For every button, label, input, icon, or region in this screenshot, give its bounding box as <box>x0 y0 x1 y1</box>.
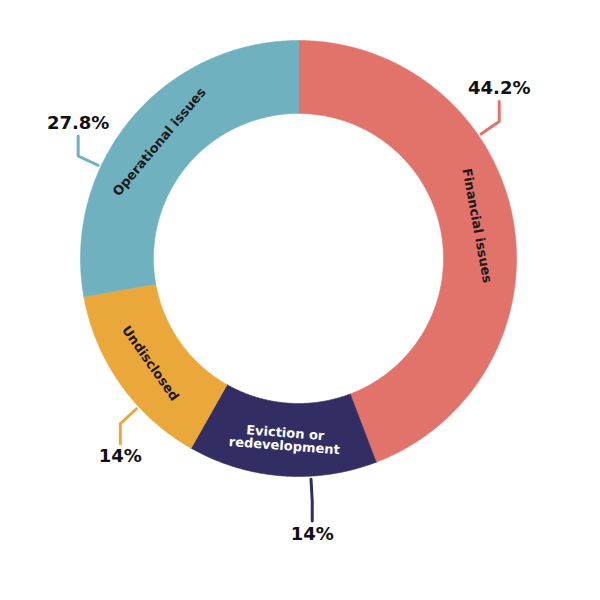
svg-text:14%: 14% <box>99 445 142 466</box>
svg-text:44.2%: 44.2% <box>468 77 530 98</box>
svg-text:27.8%: 27.8% <box>47 112 109 133</box>
svg-text:14%: 14% <box>291 523 334 544</box>
svg-text:Undisclosed: Undisclosed <box>119 323 182 404</box>
svg-text:Operational issues: Operational issues <box>109 84 208 199</box>
svg-text:Financial issues: Financial issues <box>459 167 495 284</box>
svg-text:Eviction orredevelopment: Eviction orredevelopment <box>228 421 341 457</box>
